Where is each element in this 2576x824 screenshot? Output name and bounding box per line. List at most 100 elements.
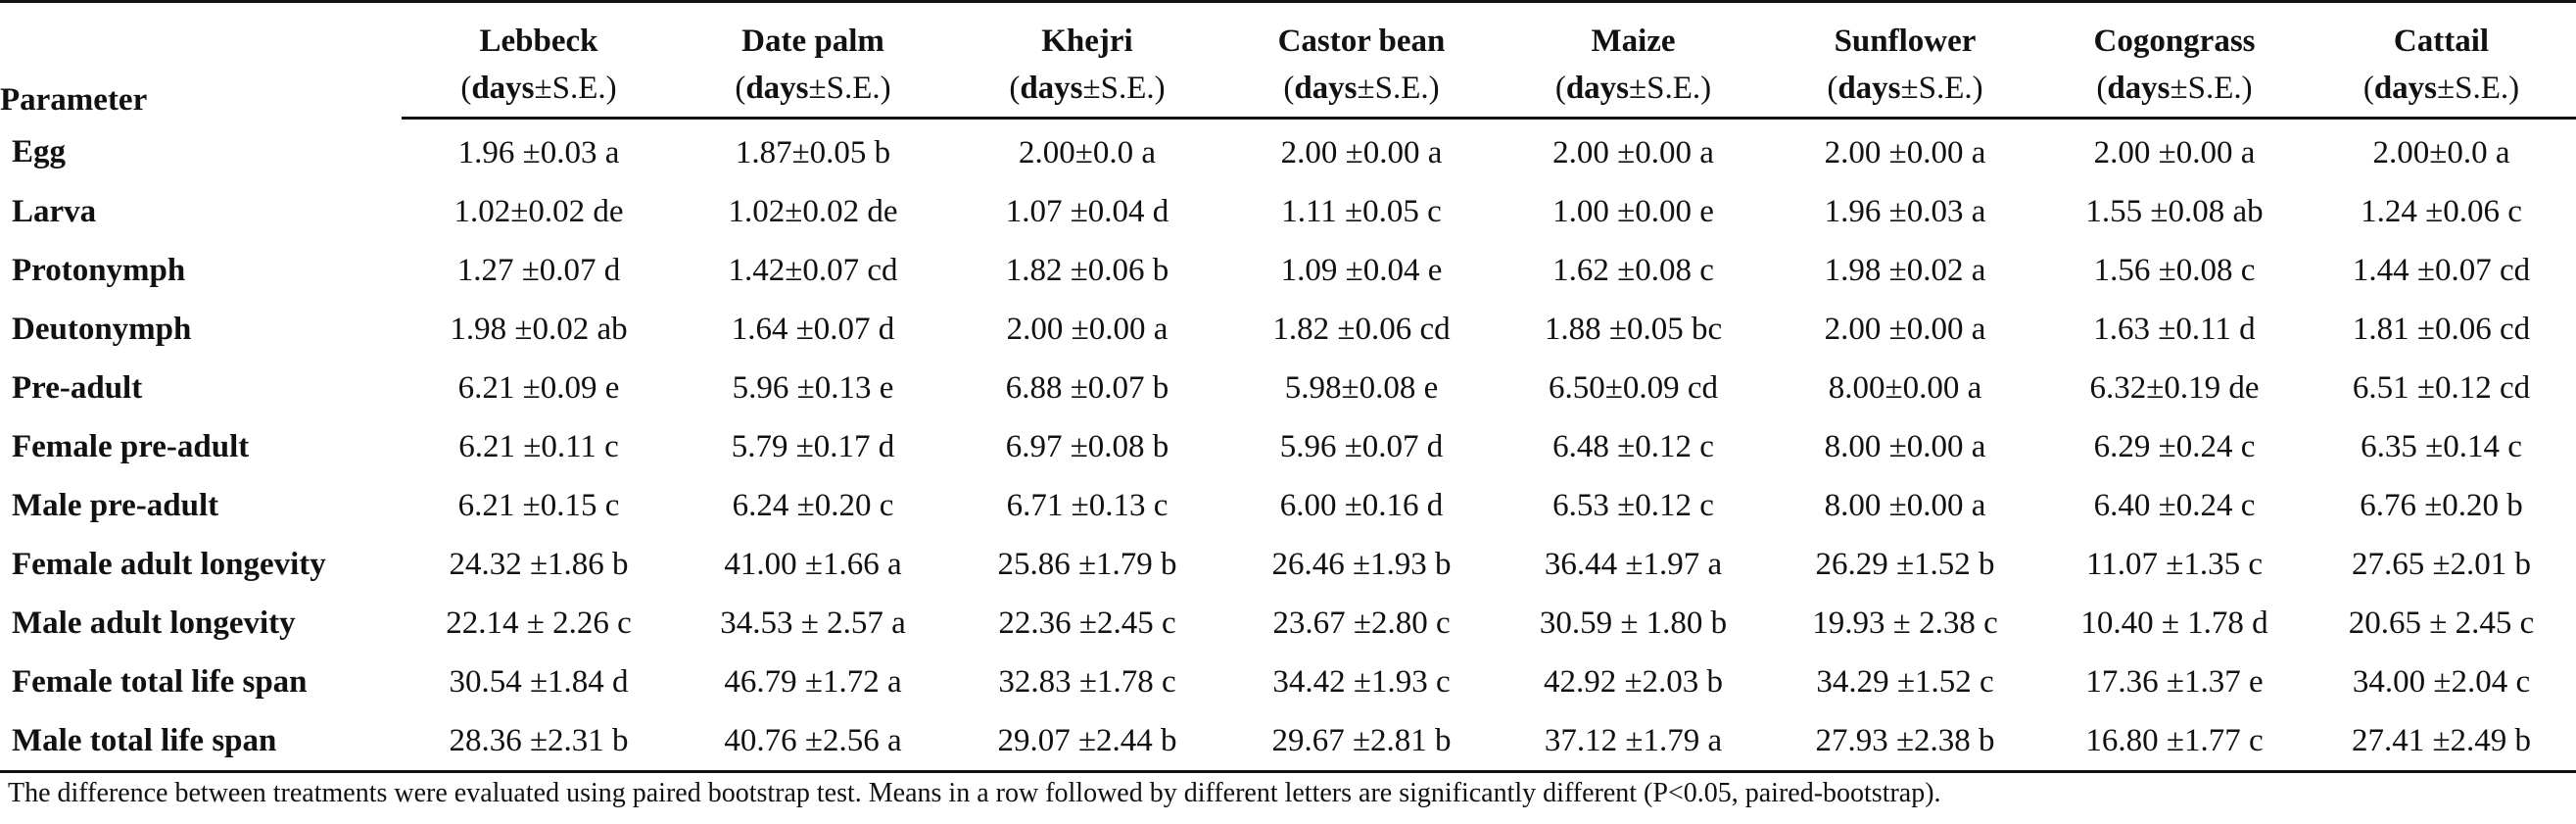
- table-cell: 1.87±0.05 b: [735, 134, 891, 170]
- table-cell: 6.76 ±0.20 b: [2360, 487, 2523, 523]
- table-cell: 27.65 ±2.01 b: [2351, 546, 2532, 582]
- table-cell: 8.00 ±0.00 a: [1824, 428, 1986, 464]
- column-unit: (days±S.E.): [2307, 60, 2576, 120]
- table-cell: 40.76 ±2.56 a: [676, 711, 950, 773]
- column-header: Sunflower: [1768, 0, 2042, 60]
- unit-rest: ±S.E.): [534, 70, 617, 106]
- table-cell: 6.48 ±0.12 c: [1552, 428, 1714, 464]
- table-cell: 1.63 ±0.11 d: [2093, 311, 2256, 347]
- column-header: Maize: [1499, 0, 1768, 60]
- table-row: Male total life span 28.36 ±2.31 b 40.76 ±…: [0, 711, 2576, 773]
- table-cell: 1.88 ±0.05 bc: [1544, 311, 1723, 347]
- table-cell: 1.98 ±0.02 ab: [450, 311, 628, 347]
- table-cell: 2.00 ±0.00 a: [2093, 134, 2256, 170]
- column-header: Lebbeck: [402, 0, 676, 60]
- table-cell: 8.00±0.00 a: [1828, 369, 1982, 406]
- table-cell: 6.29 ±0.24 c: [2093, 428, 2256, 464]
- table-cell: 20.65 ± 2.45 c: [2348, 605, 2535, 641]
- unit-rest: ±S.E.): [1357, 70, 1440, 106]
- table-cell: 42.92 ±2.03 b: [1543, 663, 1724, 700]
- table-cell: 1.27 ±0.07 d: [456, 252, 621, 288]
- unit-bold: days: [1837, 70, 1901, 106]
- unit-open: (: [1554, 70, 1566, 106]
- table-cell: 1.07 ±0.04 d: [1005, 193, 1169, 229]
- table-cell: 5.79 ±0.17 d: [731, 428, 895, 464]
- table-row: Deutonymph 1.98 ±0.02 ab 1.64 ±0.07 d 2.00 …: [0, 300, 2576, 359]
- row-label: Egg: [12, 133, 67, 170]
- column-unit: (days±S.E.): [676, 60, 950, 120]
- row-label: Pre-adult: [12, 369, 143, 406]
- header-row-names: Parameter Lebbeck Date palm Khejri Castor b…: [0, 0, 2576, 119]
- unit-open: (: [1283, 70, 1295, 106]
- column-unit: (days±S.E.): [950, 60, 1224, 120]
- table-cell: 29.67 ±2.81 b: [1224, 711, 1499, 773]
- table-cell: 6.21 ±0.09 e: [457, 369, 620, 406]
- table-cell: 1.56 ±0.08 c: [2093, 252, 2256, 288]
- column-unit: (days±S.E.): [1224, 60, 1499, 120]
- unit-rest: ±S.E.): [1900, 70, 1983, 106]
- unit-bold: days: [1294, 70, 1358, 106]
- unit-open: (: [2096, 70, 2108, 106]
- table-cell: 29.07 ±2.44 b: [950, 711, 1224, 773]
- header-row-units: (days±S.E.) (days±S.E.) (days±S.E.) (days±S…: [0, 60, 2576, 120]
- table-cell: 2.00±0.0 a: [1018, 134, 1156, 170]
- table-body: Egg 1.96 ±0.03 a 1.87±0.05 b 2.00±0.0 a 2.00…: [0, 119, 2576, 773]
- parameter-header: Parameter: [0, 0, 402, 119]
- unit-open: (: [2362, 70, 2374, 106]
- table-cell: 27.93 ±2.38 b: [1768, 711, 2042, 773]
- row-label: Female total life span: [12, 663, 308, 700]
- table-cell: 6.00 ±0.16 d: [1279, 487, 1444, 523]
- table-cell: 17.36 ±1.37 e: [2085, 663, 2264, 700]
- table-cell: 6.51 ±0.12 cd: [2352, 369, 2531, 406]
- table-cell: 30.54 ±1.84 d: [449, 663, 629, 700]
- footnote: The difference between treatments were e…: [8, 778, 1941, 808]
- column-unit: (days±S.E.): [1499, 60, 1768, 120]
- table-cell: 1.42±0.07 cd: [728, 252, 898, 288]
- table-cell: 1.02±0.02 de: [453, 193, 624, 229]
- table-cell: 8.00 ±0.00 a: [1824, 487, 1986, 523]
- column-header: Cogongrass: [2042, 0, 2307, 60]
- table-row: Larva 1.02±0.02 de 1.02±0.02 de 1.07 ±0.04 …: [0, 182, 2576, 241]
- table-cell: 1.96 ±0.03 a: [1824, 193, 1986, 229]
- table-cell: 6.97 ±0.08 b: [1005, 428, 1169, 464]
- row-label: Female adult longevity: [12, 546, 326, 582]
- column-header: Castor bean: [1224, 0, 1499, 60]
- column-unit: (days±S.E.): [1768, 60, 2042, 120]
- unit-rest: ±S.E.): [2437, 70, 2520, 106]
- table-cell: 34.42 ±1.93 c: [1272, 663, 1451, 700]
- table-cell: 22.14 ± 2.26 c: [446, 605, 632, 641]
- table-cell: 6.24 ±0.20 c: [732, 487, 894, 523]
- unit-bold: days: [2373, 70, 2438, 106]
- table-cell: 6.21 ±0.15 c: [457, 487, 620, 523]
- table-row: Pre-adult 6.21 ±0.09 e 5.96 ±0.13 e 6.88 ±0…: [0, 359, 2576, 417]
- table-cell: 16.80 ±1.77 c: [2042, 711, 2307, 773]
- unit-rest: ±S.E.): [2170, 70, 2253, 106]
- table-cell: 26.46 ±1.93 b: [1271, 546, 1452, 582]
- table-row: Protonymph 1.27 ±0.07 d 1.42±0.07 cd 1.82 ±…: [0, 241, 2576, 300]
- table-row: Male adult longevity 22.14 ± 2.26 c 34.53 …: [0, 594, 2576, 653]
- table-cell: 1.82 ±0.06 cd: [1272, 311, 1451, 347]
- table-cell: 2.00 ±0.00 a: [1552, 134, 1714, 170]
- table-cell: 1.82 ±0.06 b: [1005, 252, 1169, 288]
- life-table: Parameter Lebbeck Date palm Khejri Castor b…: [0, 0, 2576, 773]
- table-header: Parameter Lebbeck Date palm Khejri Castor b…: [0, 0, 2576, 120]
- table-cell: 19.93 ± 2.38 c: [1812, 605, 1998, 641]
- table-cell: 41.00 ±1.66 a: [724, 546, 902, 582]
- table-cell: 25.86 ±1.79 b: [997, 546, 1177, 582]
- table-cell: 2.00 ±0.00 a: [1006, 311, 1169, 347]
- row-label: Male pre-adult: [12, 487, 219, 523]
- table-cell: 22.36 ±2.45 c: [998, 605, 1176, 641]
- table-cell: 37.12 ±1.79 a: [1499, 711, 1768, 773]
- row-label: Female pre-adult: [12, 428, 250, 464]
- table-cell: 1.62 ±0.08 c: [1552, 252, 1714, 288]
- column-header: Cattail: [2307, 0, 2576, 60]
- table-cell: 1.11 ±0.05 c: [1281, 193, 1442, 229]
- table-cell: 6.71 ±0.13 c: [1006, 487, 1169, 523]
- column-unit: (days±S.E.): [402, 60, 676, 120]
- unit-rest: ±S.E.): [1082, 70, 1166, 106]
- table-cell: 26.29 ±1.52 b: [1815, 546, 1995, 582]
- table-row: Egg 1.96 ±0.03 a 1.87±0.05 b 2.00±0.0 a 2.00…: [0, 119, 2576, 183]
- table-cell: 6.35 ±0.14 c: [2361, 428, 2522, 464]
- table-cell: 5.96 ±0.07 d: [1279, 428, 1444, 464]
- table-row: Female adult longevity 24.32 ±1.86 b 41.00…: [0, 535, 2576, 594]
